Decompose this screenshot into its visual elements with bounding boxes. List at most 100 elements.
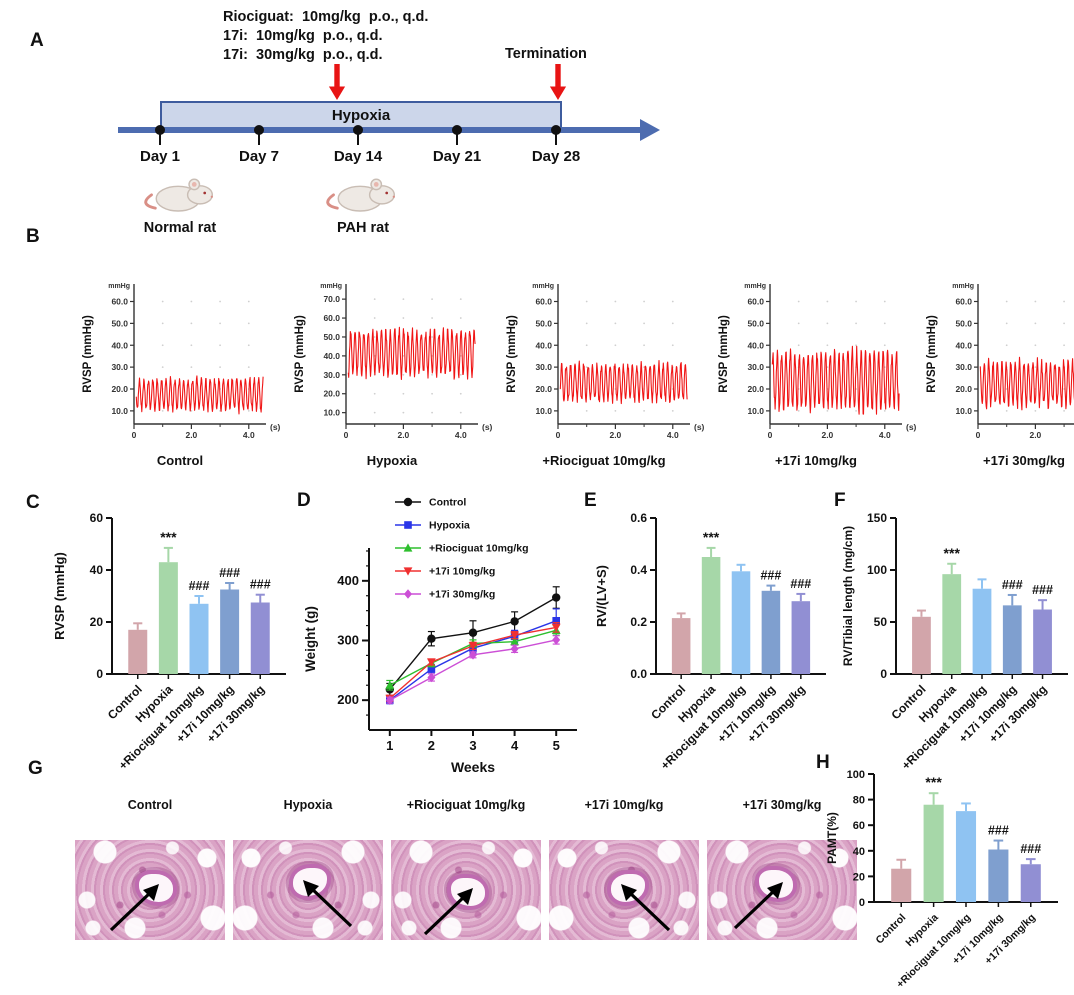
svg-text:40: 40	[853, 846, 865, 858]
timeline-dot-day21	[452, 125, 462, 135]
svg-text:0: 0	[976, 430, 981, 440]
svg-text:mmHg: mmHg	[744, 283, 766, 290]
dose-text-block: Riociguat: 10mg/kg p.o., q.d. 17i: 10mg/…	[223, 8, 428, 65]
svg-text:###: ###	[250, 578, 271, 592]
timeline-line	[118, 127, 642, 133]
svg-text:2.0: 2.0	[1029, 430, 1041, 440]
svg-text:(s): (s)	[270, 422, 281, 432]
histology-image	[707, 840, 857, 940]
svg-text:2: 2	[428, 738, 435, 753]
svg-text:+17i 30mg/kg: +17i 30mg/kg	[429, 589, 495, 601]
svg-text:0: 0	[96, 667, 103, 681]
histo-label-17i-30: +17i 30mg/kg	[742, 798, 822, 812]
svg-text:60: 60	[90, 511, 104, 525]
svg-text:30.0: 30.0	[535, 362, 552, 372]
arrow-icon	[109, 884, 159, 932]
svg-text:100: 100	[867, 563, 887, 577]
trace-group-label: +17i 30mg/kg	[982, 453, 1066, 468]
svg-text:20.0: 20.0	[323, 389, 340, 399]
svg-text:0: 0	[768, 430, 773, 440]
trace-block-17i-30: 10.020.030.040.050.060.0mmHg02.04.0(s)RV…	[922, 270, 1074, 468]
svg-text:1: 1	[386, 738, 393, 753]
svg-text:80: 80	[853, 795, 865, 807]
termination-label: Termination	[505, 46, 587, 62]
svg-text:0.4: 0.4	[630, 563, 647, 577]
timeline-dot-day1	[155, 125, 165, 135]
trace-group-label: Control	[156, 453, 204, 468]
svg-text:###: ###	[988, 824, 1009, 838]
svg-text:60.0: 60.0	[747, 297, 764, 307]
panel-letter-a: A	[30, 30, 44, 51]
panel-letter-c: C	[26, 492, 40, 513]
svg-text:###: ###	[790, 577, 811, 591]
day-label-28: Day 28	[531, 148, 581, 165]
timeline-stem	[555, 133, 557, 145]
svg-text:+Riociguat 10mg/kg: +Riociguat 10mg/kg	[429, 543, 528, 555]
svg-text:30.0: 30.0	[111, 362, 128, 372]
svg-text:(s): (s)	[906, 422, 917, 432]
timeline-stem	[456, 133, 458, 145]
svg-text:***: ***	[703, 529, 720, 545]
svg-text:30.0: 30.0	[955, 362, 972, 372]
svg-text:Weight (g): Weight (g)	[303, 606, 318, 672]
timeline-arrowhead-icon	[640, 119, 660, 141]
svg-text:10.0: 10.0	[323, 408, 340, 418]
svg-text:###: ###	[1002, 578, 1023, 592]
svg-text:40: 40	[90, 563, 104, 577]
svg-text:20: 20	[90, 615, 104, 629]
svg-text:RVSP (mmHg): RVSP (mmHg)	[506, 315, 518, 393]
weight-line-chart: 200 300 400 Weight (g) 1 2 3 4 5 Weeks Control Hypo…	[303, 497, 577, 775]
dose-line-riociguat: Riociguat: 10mg/kg p.o., q.d.	[223, 9, 429, 25]
svg-text:4.0: 4.0	[667, 430, 679, 440]
svg-text:20.0: 20.0	[955, 384, 972, 394]
treatment-start-arrow-icon	[328, 64, 346, 100]
panel-letter-e: E	[584, 490, 597, 511]
svg-text:***: ***	[160, 529, 177, 545]
svg-text:50.0: 50.0	[747, 318, 764, 328]
svg-text:5: 5	[553, 738, 560, 753]
svg-text:20.0: 20.0	[111, 384, 128, 394]
svg-text:10.0: 10.0	[955, 406, 972, 416]
svg-text:40.0: 40.0	[111, 340, 128, 350]
svg-text:70.0: 70.0	[323, 294, 340, 304]
svg-text:0: 0	[556, 430, 561, 440]
svg-text:60.0: 60.0	[955, 297, 972, 307]
rvsp-trace-chart: 10.0 20.0 30.0 40.0 50.0 60.0 mmHg 0 2.0 4.0 (s) RV…	[82, 283, 281, 440]
histology-image	[549, 840, 699, 940]
trace-group-label: Hypoxia	[366, 453, 418, 468]
svg-text:###: ###	[189, 579, 210, 593]
svg-text:###: ###	[760, 569, 781, 583]
histo-label-hypoxia: Hypoxia	[283, 798, 333, 812]
arrow-icon	[733, 882, 783, 930]
svg-text:4.0: 4.0	[879, 430, 891, 440]
histology-image	[391, 840, 541, 940]
panel-letter-f: F	[834, 490, 846, 511]
svg-text:10.0: 10.0	[747, 406, 764, 416]
svg-text:mmHg: mmHg	[532, 283, 554, 290]
svg-text:20: 20	[853, 871, 865, 883]
rvsp-trace-chart: 10.0 20.0 30.0 40.0 50.0 60.0 mmHg 0 2.0 4.0 (s) RV…	[718, 283, 917, 440]
timeline-dot-day28	[551, 125, 561, 135]
panel-letter-h: H	[816, 752, 830, 773]
svg-text:RV/Tibial length (mg/cm): RV/Tibial length (mg/cm)	[841, 526, 855, 666]
svg-text:100: 100	[847, 769, 865, 781]
svg-text:RVSP (mmHg): RVSP (mmHg)	[52, 552, 67, 640]
svg-text:mmHg: mmHg	[320, 283, 342, 290]
trace-block-17i-10: 10.0 20.0 30.0 40.0 50.0 60.0 mmHg 0 2.0 4.0 (s) RV…	[714, 270, 918, 468]
rat-label-pah: PAH rat	[336, 220, 390, 236]
histo-label-riociguat: +Riociguat 10mg/kg	[406, 798, 526, 812]
svg-text:PAMT(%): PAMT(%)	[825, 812, 839, 864]
svg-text:200: 200	[337, 692, 359, 707]
svg-text:mmHg: mmHg	[108, 283, 130, 290]
svg-text:0: 0	[880, 667, 887, 681]
trace-block-riociguat: 10.0 20.0 30.0 40.0 50.0 60.0 mmHg 0 2.0 4.0 (s) RV…	[502, 270, 706, 468]
termination-arrow-icon	[549, 64, 567, 100]
day-label-14: Day 14	[333, 148, 383, 165]
svg-text:2.0: 2.0	[609, 430, 621, 440]
histology-image	[75, 840, 225, 940]
svg-text:0: 0	[132, 430, 137, 440]
svg-text:0.0: 0.0	[630, 667, 647, 681]
